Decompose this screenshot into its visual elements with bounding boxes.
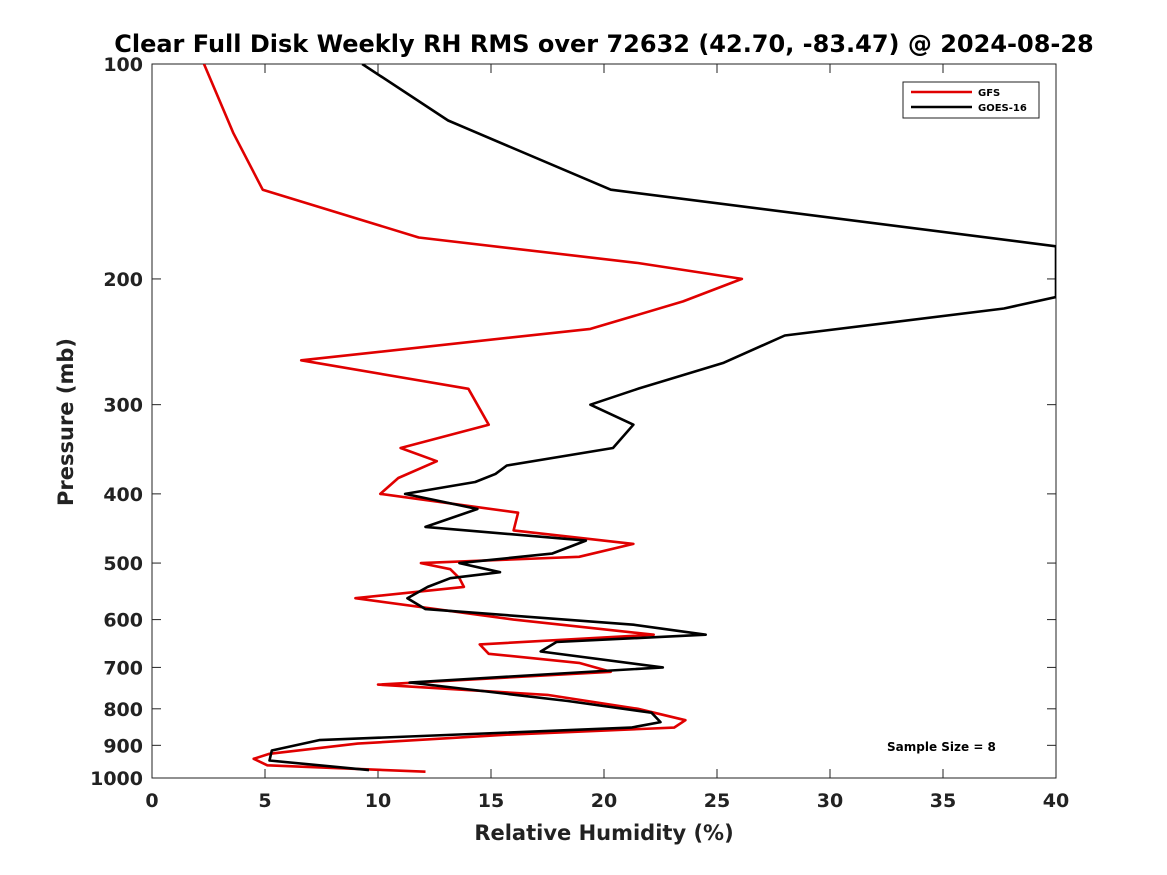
y-tick-label: 300 xyxy=(103,395,143,417)
legend-label-gfs: GFS xyxy=(978,88,1000,99)
y-tick-label: 1000 xyxy=(90,768,143,790)
x-tick-label: 40 xyxy=(1043,790,1069,812)
x-tick-label: 15 xyxy=(478,790,504,812)
legend-label-goes16: GOES-16 xyxy=(978,103,1027,114)
y-tick-label: 200 xyxy=(103,269,143,291)
plot-area: 0 5 10 15 20 25 30 35 40 100 200 300 400 500 600 700 80… xyxy=(90,54,1069,812)
y-tick-label: 600 xyxy=(103,610,143,632)
x-axis-ticks: 0 5 10 15 20 25 30 35 40 xyxy=(145,64,1069,812)
y-tick-label: 500 xyxy=(103,553,143,575)
x-tick-label: 10 xyxy=(365,790,391,812)
x-axis-label: Relative Humidity (%) xyxy=(474,821,733,845)
chart-title: Clear Full Disk Weekly RH RMS over 72632… xyxy=(114,30,1094,58)
x-tick-label: 20 xyxy=(591,790,617,812)
sample-size-annotation: Sample Size = 8 xyxy=(887,740,996,754)
legend: GFS GOES-16 xyxy=(902,81,1040,119)
y-tick-label: 900 xyxy=(103,735,143,757)
y-tick-label: 400 xyxy=(103,484,143,506)
y-tick-label: 800 xyxy=(103,699,143,721)
x-tick-label: 25 xyxy=(704,790,730,812)
x-tick-label: 35 xyxy=(930,790,956,812)
series-line-goes16 xyxy=(268,64,1056,772)
y-tick-label: 700 xyxy=(103,657,143,679)
series-layer xyxy=(202,64,1056,773)
x-tick-label: 30 xyxy=(817,790,843,812)
series-line-gfs xyxy=(202,64,744,773)
x-tick-label: 5 xyxy=(258,790,271,812)
legend-box xyxy=(902,81,1040,119)
y-axis-label: Pressure (mb) xyxy=(54,338,78,506)
y-axis-ticks: 100 200 300 400 500 600 700 800 900 1000 xyxy=(90,54,1056,790)
y-tick-label: 100 xyxy=(103,54,143,76)
x-tick-label: 0 xyxy=(145,790,158,812)
